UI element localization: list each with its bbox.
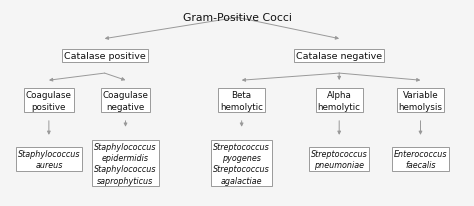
Text: Catalase positive: Catalase positive bbox=[64, 52, 146, 61]
Text: Enterococcus
faecalis: Enterococcus faecalis bbox=[394, 150, 447, 170]
Text: Variable
hemolysis: Variable hemolysis bbox=[399, 91, 443, 111]
Text: Coagulase
negative: Coagulase negative bbox=[102, 91, 148, 111]
Text: Beta
hemolytic: Beta hemolytic bbox=[220, 91, 263, 111]
Text: Staphylococcus
aureus: Staphylococcus aureus bbox=[18, 150, 80, 170]
Text: Streptococcus
pneumoniae: Streptococcus pneumoniae bbox=[311, 150, 367, 170]
Text: Alpha
hemolytic: Alpha hemolytic bbox=[318, 91, 361, 111]
Text: Streptococcus
pyogenes
Streptococcus
agalactiae: Streptococcus pyogenes Streptococcus aga… bbox=[213, 143, 270, 185]
Text: Catalase negative: Catalase negative bbox=[296, 52, 382, 61]
Text: Coagulase
positive: Coagulase positive bbox=[26, 91, 72, 111]
Text: Staphylococcus
epidermidis
Staphylococcus
saprophyticus: Staphylococcus epidermidis Staphylococcu… bbox=[94, 143, 157, 185]
Text: Gram-Positive Cocci: Gram-Positive Cocci bbox=[182, 13, 292, 23]
